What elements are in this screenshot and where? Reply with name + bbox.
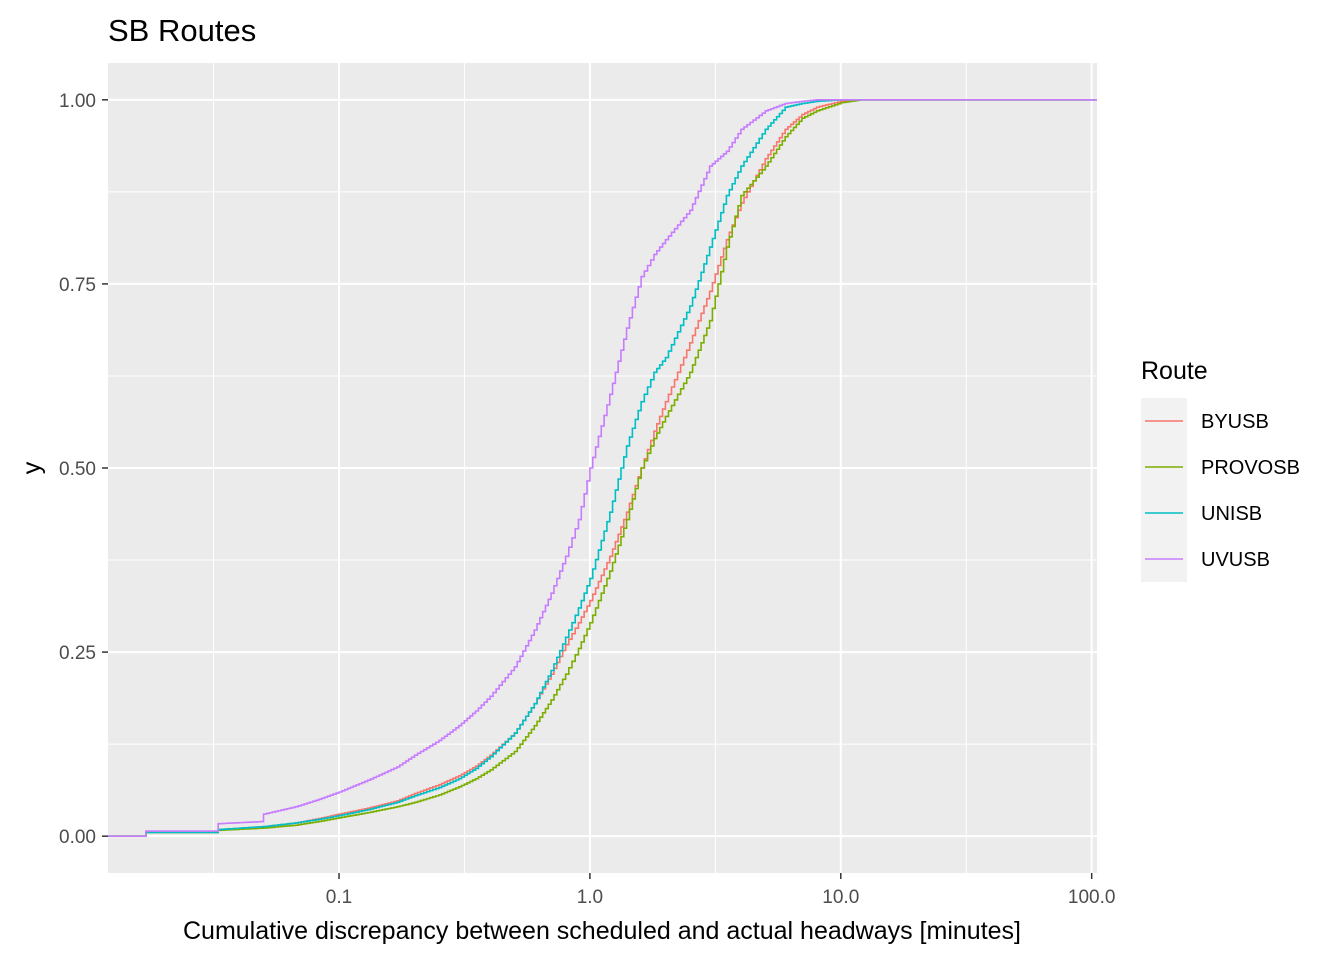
legend-label: BYUSB: [1201, 411, 1269, 433]
y-tick-label: 1.00: [59, 91, 96, 112]
x-tick-label: 1.0: [577, 887, 603, 908]
series-layer: [108, 99, 1097, 837]
chart-title: SB Routes: [108, 13, 256, 48]
series-line-unisb: [108, 99, 1097, 837]
y-tick-label: 0.00: [59, 827, 96, 848]
series-line-uvusb: [108, 99, 1097, 837]
y-tick-label: 0.50: [59, 459, 96, 480]
legend-label: UVUSB: [1201, 549, 1270, 571]
x-axis-title: Cumulative discrepancy between scheduled…: [183, 917, 1021, 945]
x-tick-label: 0.1: [326, 887, 352, 908]
legend-title: Route: [1141, 357, 1208, 385]
ticks-layer: 0.1 1.0 10.0 100.0 0.00 0.25 0.50 0.75 1.00: [59, 91, 1115, 908]
y-tick-label: 0.75: [59, 275, 96, 296]
y-tick-label: 0.25: [59, 643, 96, 664]
series-line-provosb: [108, 99, 1097, 837]
legend-items: BYUSB PROVOSB UNISB UVUSB: [1141, 398, 1300, 582]
y-axis-title: y: [18, 461, 46, 474]
legend-label: PROVOSB: [1201, 457, 1300, 479]
x-tick-label: 10.0: [822, 887, 859, 908]
x-tick-label: 100.0: [1068, 887, 1116, 908]
legend-label: UNISB: [1201, 503, 1262, 525]
legend: Route BYUSB PROVOSB UNISB UVUSB: [1141, 357, 1300, 582]
